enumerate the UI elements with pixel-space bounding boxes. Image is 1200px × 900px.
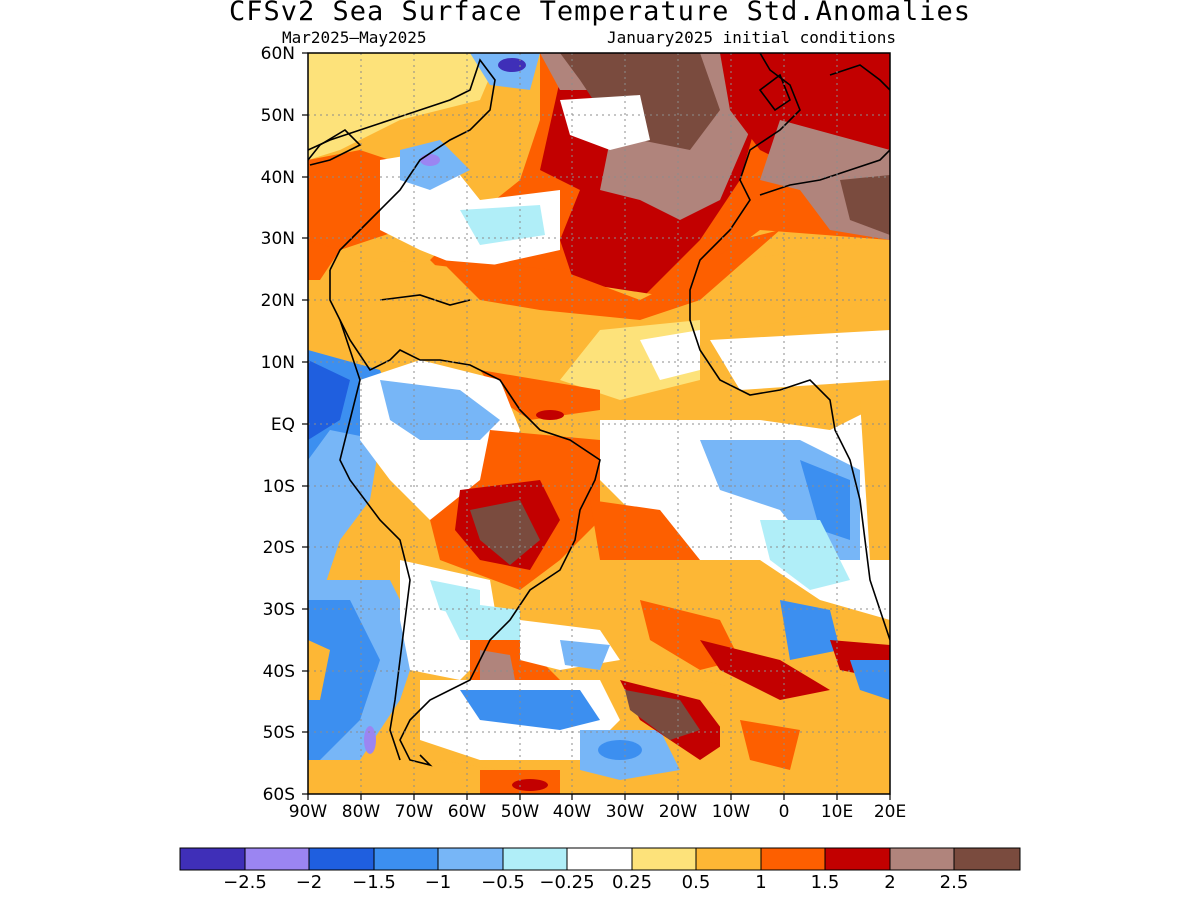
colorbar-swatch — [373, 847, 439, 871]
colorbar-label: 0.25 — [611, 872, 653, 893]
lat-label: 60S — [262, 785, 295, 805]
colorbar-swatch — [566, 847, 633, 871]
colorbar-swatch — [760, 847, 826, 871]
anomaly-field — [308, 53, 890, 794]
colorbar-label: 2.5 — [939, 872, 969, 893]
colorbar-swatch — [502, 847, 568, 871]
lat-label: 40S — [262, 662, 295, 682]
map-title: CFSv2 Sea Surface Temperature Std.Anomal… — [229, 0, 971, 27]
colorbar-label: −0.25 — [539, 872, 595, 893]
colorbar-label: 2 — [884, 872, 896, 893]
na-land-anomaly — [308, 53, 500, 160]
initial-conditions: January2025 initial conditions — [607, 28, 896, 47]
colorbar-label: 1 — [755, 872, 767, 893]
lat-label: EQ — [270, 415, 295, 435]
lon-label: 50W — [500, 802, 540, 822]
lat-label: 50N — [260, 106, 295, 126]
colorbar-label: 1.5 — [810, 872, 840, 893]
coastlines — [308, 53, 890, 767]
lon-label: 40W — [552, 802, 592, 822]
colorbar-swatch — [695, 847, 762, 871]
forecast-period: Mar2025–May2025 — [282, 28, 427, 47]
lon-label: 20W — [658, 802, 698, 822]
lat-label: 30N — [260, 229, 295, 249]
lat-label: 60N — [260, 44, 295, 64]
lon-label: 20E — [873, 802, 907, 822]
colorbar-swatch — [824, 847, 891, 871]
colorbar-label: 0.5 — [681, 872, 711, 893]
lat-label: 50S — [262, 723, 295, 743]
colorbar-swatch — [437, 847, 504, 871]
lat-label: 20S — [262, 538, 295, 558]
colorbar-swatch — [953, 847, 1021, 871]
lat-label: 20N — [260, 291, 295, 311]
colorbar-swatch — [631, 847, 697, 871]
lon-label: 90W — [288, 802, 328, 822]
axis-ticks — [302, 52, 891, 800]
colorbar-swatch — [889, 847, 955, 871]
lon-label: 80W — [341, 802, 381, 822]
map-grid — [308, 53, 890, 794]
colorbar-swatch — [179, 847, 246, 871]
colorbar-label: −1.5 — [352, 872, 396, 893]
lat-label: 10S — [262, 477, 295, 497]
lon-label: 10W — [711, 802, 751, 822]
lat-label: 30S — [262, 600, 295, 620]
lon-label: 10E — [820, 802, 854, 822]
lon-label: 30W — [605, 802, 645, 822]
colorbar-label: −0.5 — [481, 872, 525, 893]
colorbar — [179, 847, 1021, 871]
colorbar-label: −1 — [424, 872, 452, 893]
colorbar-swatch — [308, 847, 375, 871]
colorbar-label: −2 — [295, 872, 323, 893]
lon-label: 0 — [778, 802, 790, 822]
lon-label: 70W — [394, 802, 434, 822]
colorbar-label: −2.5 — [223, 872, 267, 893]
lat-label: 40N — [260, 168, 295, 188]
lat-label: 10N — [260, 353, 295, 373]
lon-label: 60W — [447, 802, 487, 822]
colorbar-swatch — [244, 847, 310, 871]
